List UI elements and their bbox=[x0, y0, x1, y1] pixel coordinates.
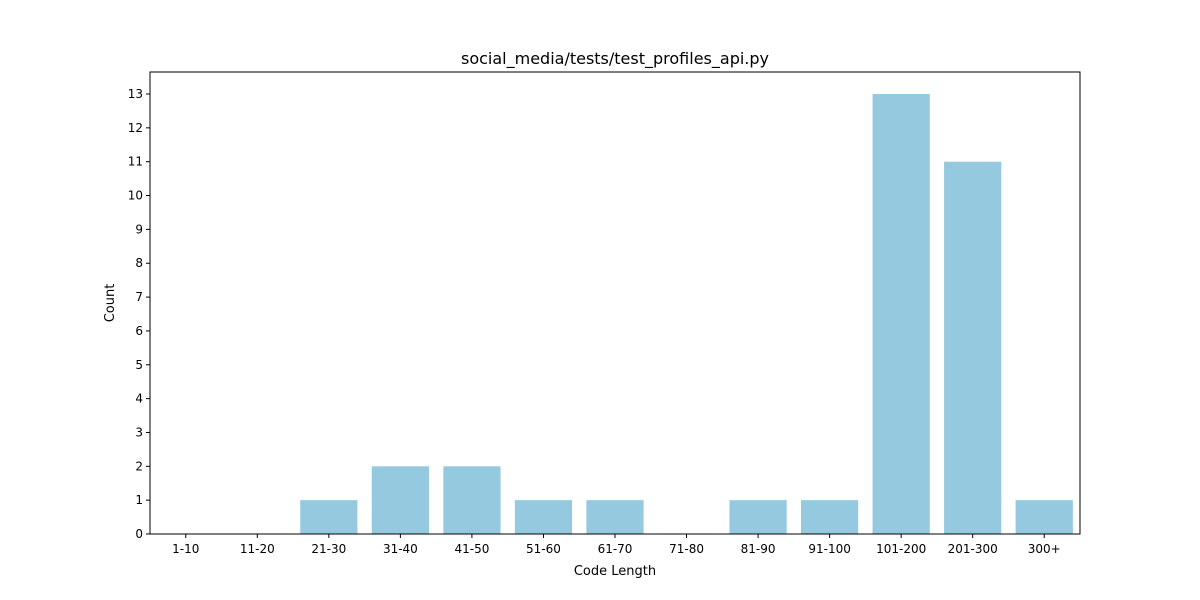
bars-group bbox=[300, 94, 1073, 534]
x-tick-label: 51-60 bbox=[526, 542, 561, 556]
x-axis-label: Code Length bbox=[574, 564, 656, 579]
x-tick-label: 31-40 bbox=[383, 542, 418, 556]
y-tick-label: 12 bbox=[128, 121, 143, 135]
y-tick-label: 10 bbox=[128, 189, 143, 203]
y-tick-label: 13 bbox=[128, 87, 143, 101]
y-tick-label: 5 bbox=[135, 358, 143, 372]
y-tick-label: 6 bbox=[135, 324, 143, 338]
y-axis-label: Count bbox=[103, 284, 118, 323]
x-tick-label: 91-100 bbox=[808, 542, 851, 556]
bar-41-50 bbox=[443, 466, 501, 534]
x-tick-label: 300+ bbox=[1028, 542, 1061, 556]
x-tick-label: 81-90 bbox=[741, 542, 776, 556]
x-tick-label: 101-200 bbox=[876, 542, 926, 556]
y-tick-label: 8 bbox=[135, 256, 143, 270]
bar-91-100 bbox=[801, 500, 859, 534]
bar-51-60 bbox=[514, 500, 573, 534]
y-tick-label: 1 bbox=[135, 493, 143, 507]
y-tick-label: 3 bbox=[135, 425, 143, 439]
x-tick-label: 11-20 bbox=[240, 542, 275, 556]
y-tick-label: 2 bbox=[135, 459, 143, 473]
x-tick-label: 61-70 bbox=[598, 542, 633, 556]
y-tick-label: 4 bbox=[135, 392, 143, 406]
bar-31-40 bbox=[371, 466, 429, 534]
y-tick-label: 9 bbox=[135, 222, 143, 236]
chart-title: social_media/tests/test_profiles_api.py bbox=[461, 49, 769, 69]
x-axis: 1-10 11-20 21-30 31-40 41-50 51-60 61-70 71-80 8… bbox=[172, 534, 1061, 556]
bar-201-300 bbox=[944, 161, 1002, 534]
x-tick-label: 21-30 bbox=[311, 542, 346, 556]
y-tick-label: 0 bbox=[135, 527, 143, 541]
bar-61-70 bbox=[586, 500, 644, 534]
bar-21-30 bbox=[300, 500, 358, 534]
bar-81-90 bbox=[729, 500, 787, 534]
bar-300+ bbox=[1015, 500, 1073, 534]
y-tick-label: 11 bbox=[128, 155, 143, 169]
x-tick-label: 1-10 bbox=[172, 542, 199, 556]
x-tick-label: 201-300 bbox=[948, 542, 998, 556]
x-tick-label: 71-80 bbox=[669, 542, 704, 556]
plot-frame bbox=[149, 71, 1081, 535]
x-tick-label: 41-50 bbox=[454, 542, 489, 556]
bar-101-200 bbox=[872, 94, 930, 534]
y-tick-label: 7 bbox=[135, 290, 143, 304]
